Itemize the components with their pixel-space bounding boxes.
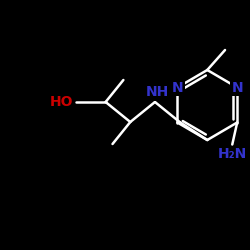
Text: N: N [232,80,243,94]
Text: HO: HO [50,95,73,109]
Text: NH: NH [145,85,169,99]
Text: N: N [172,80,183,94]
Text: H₂N: H₂N [218,148,247,162]
